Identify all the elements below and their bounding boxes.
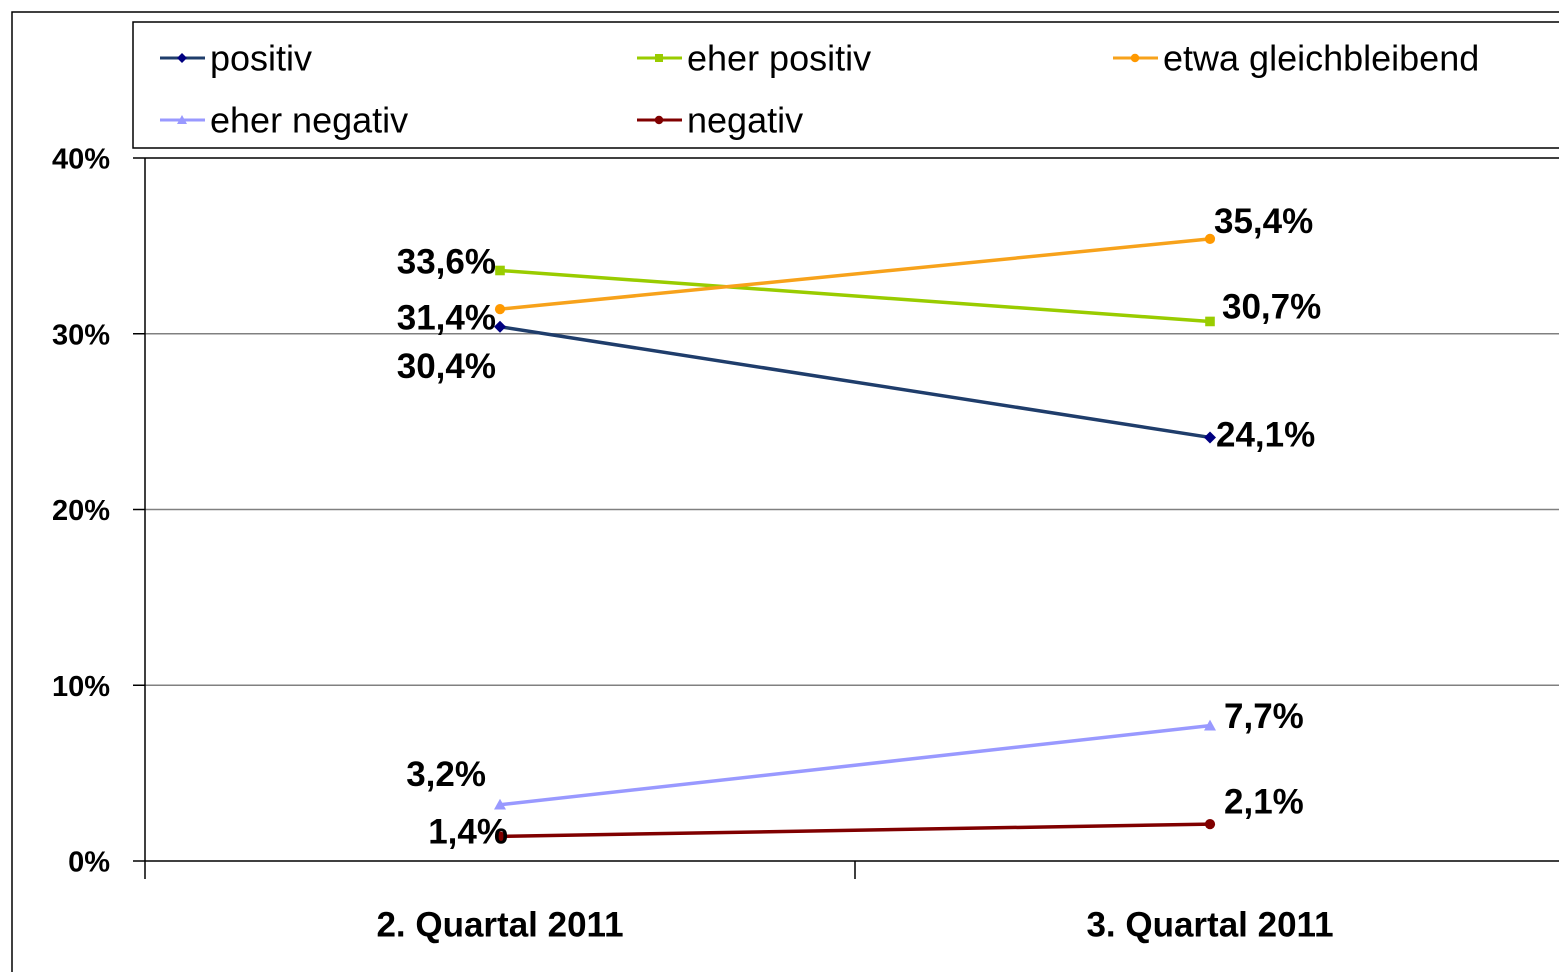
data-label: 3,2% (406, 755, 486, 794)
data-label: 2,1% (1224, 782, 1304, 821)
data-point (1204, 818, 1216, 830)
series-line (499, 237, 1211, 311)
series-line (499, 822, 1211, 839)
legend-box (132, 21, 1559, 149)
legend-marker (177, 53, 187, 63)
y-tick-label: 10% (52, 671, 110, 703)
legend-marker (177, 115, 187, 124)
y-tick-label: 20% (52, 495, 110, 527)
legend-marker (1130, 53, 1140, 63)
x-tick-label: 2. Quartal 2011 (376, 905, 623, 944)
y-tick-label: 40% (52, 144, 110, 176)
data-point (1204, 719, 1216, 731)
data-label: 1,4% (428, 813, 508, 852)
data-point (494, 798, 506, 810)
data-label: 30,4% (397, 347, 496, 386)
data-point (494, 320, 506, 333)
y-tick-label: 30% (52, 319, 110, 351)
data-label: 35,4% (1214, 202, 1313, 241)
series-line (499, 723, 1211, 807)
legend-label: etwa gleichbleibend (1163, 38, 1479, 79)
data-label: 30,7% (1222, 288, 1321, 327)
legend-label: eher negativ (210, 100, 408, 141)
data-label: 33,6% (397, 243, 496, 282)
legend-label: negativ (687, 100, 803, 141)
chart-frame (11, 11, 1559, 972)
data-label: 31,4% (397, 298, 496, 337)
data-point (1204, 233, 1216, 244)
legend-marker (655, 54, 663, 62)
series-line (499, 324, 1211, 440)
series-line (499, 268, 1211, 324)
data-label: 24,1% (1216, 416, 1315, 455)
data-label: 7,7% (1224, 697, 1304, 736)
legend-marker (654, 115, 664, 125)
legend-label: eher positiv (687, 38, 871, 79)
data-point (1204, 431, 1216, 444)
y-tick-label: 0% (68, 847, 110, 879)
legend-label: positiv (210, 38, 312, 79)
data-point (494, 304, 506, 315)
data-point (494, 831, 506, 842)
x-tick-label: 3. Quartal 2011 (1086, 905, 1333, 944)
data-point (1205, 316, 1215, 327)
data-point (495, 265, 505, 276)
